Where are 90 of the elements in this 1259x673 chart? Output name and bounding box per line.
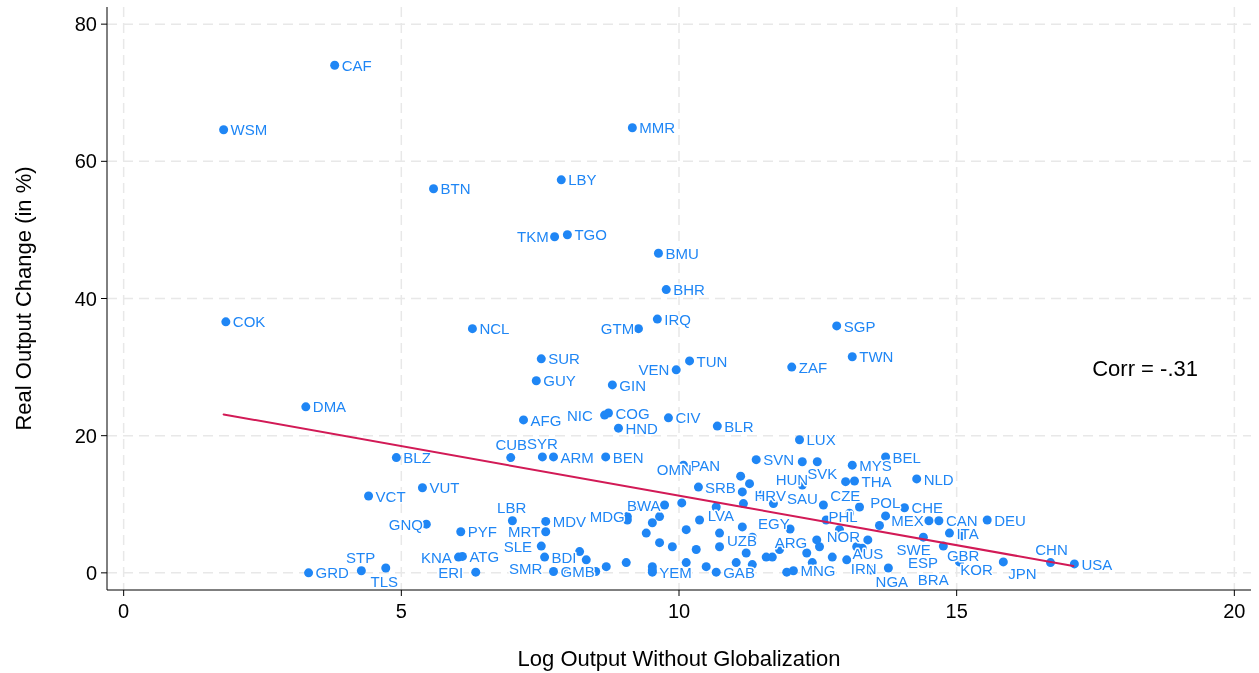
y-tick-label: 20 (74, 424, 97, 447)
data-label: THA (861, 472, 892, 490)
y-axis-title: Real Output Change (in %) (11, 166, 36, 431)
data-label: CUB (495, 435, 528, 453)
data-label: BTN (440, 180, 471, 198)
data-label: MNG (800, 562, 836, 580)
data-label: TGO (574, 226, 607, 244)
data-label: USA (1081, 555, 1113, 573)
data-label: STP (346, 548, 376, 566)
data-label: VUT (429, 479, 460, 497)
data-label: HND (625, 419, 659, 437)
data-label: TWN (859, 348, 894, 366)
data-label: LUX (806, 431, 836, 449)
data-label: OMN (656, 461, 692, 479)
data-label: BHR (673, 281, 706, 299)
x-tick-label: 15 (945, 600, 968, 622)
data-label: SUR (548, 350, 581, 368)
data-label: TKM (517, 228, 549, 246)
data-label: PAN (690, 456, 721, 474)
data-label: SVN (763, 451, 795, 469)
data-label: ERI (438, 563, 464, 581)
data-label: CHN (1035, 540, 1068, 558)
data-label: MMR (639, 119, 676, 137)
data-label: YEM (659, 563, 692, 581)
data-label: COK (232, 313, 266, 331)
data-label: NCL (479, 320, 510, 338)
data-label: BRA (917, 571, 949, 589)
data-label: ARM (560, 448, 594, 466)
data-label: ZAF (798, 358, 828, 376)
data-label: VCT (375, 487, 406, 505)
x-tick-label: 20 (1223, 600, 1246, 622)
data-label: SVK (807, 464, 838, 482)
data-label: BEL (892, 448, 921, 466)
data-label: CAN (945, 512, 978, 530)
data-label: BEN (612, 448, 644, 466)
x-tick-label: 5 (395, 600, 407, 622)
data-label: GRD (315, 564, 350, 582)
data-label: WSM (230, 121, 268, 139)
data-label: MDV (552, 513, 587, 531)
data-label: LVA (707, 506, 734, 524)
data-label: NGA (875, 573, 909, 591)
data-label: LBR (497, 498, 527, 516)
data-label: DMA (312, 398, 347, 416)
y-tick-label: 40 (74, 287, 97, 310)
data-label: ATG (469, 548, 500, 566)
data-label: SAU (786, 490, 818, 508)
data-label: NLD (923, 470, 954, 488)
data-label: GAB (723, 563, 755, 581)
x-axis-title: Log Output Without Globalization (517, 646, 841, 671)
data-label: AFG (530, 411, 562, 429)
data-label: AUS (852, 545, 884, 563)
data-label: SRB (705, 479, 736, 497)
data-label: HUN (775, 470, 809, 488)
data-label: BMU (665, 244, 699, 262)
data-label: VEN (638, 361, 670, 379)
x-tick-label: 10 (667, 600, 691, 622)
data-label: GUY (543, 372, 576, 390)
data-label: PYF (467, 523, 497, 541)
data-label: TUN (696, 352, 728, 370)
data-label: NIC (566, 406, 593, 424)
data-label: DEU (994, 511, 1026, 529)
y-tick-label: 0 (85, 561, 97, 584)
data-label: BLR (724, 417, 754, 435)
data-label: BDI (551, 549, 577, 567)
data-label: SGP (843, 317, 876, 335)
data-label: KNA (420, 548, 452, 566)
data-label: CIV (675, 409, 701, 427)
data-label: BLZ (403, 449, 431, 467)
y-tick-label: 60 (74, 150, 97, 173)
annotation: Corr = -.31 (1092, 355, 1198, 381)
data-label: JPN (1008, 565, 1037, 583)
data-label: POL (870, 493, 901, 511)
x-tick-label: 0 (118, 600, 130, 622)
data-label: GTM (600, 320, 635, 338)
data-label: MDG (589, 508, 625, 526)
data-label: COG (615, 404, 650, 422)
data-label: SYR (527, 434, 559, 452)
data-label: GIN (619, 376, 647, 394)
data-label: GNQ (388, 515, 423, 533)
data-label: CAF (341, 56, 372, 74)
data-label: NOR (826, 528, 861, 546)
data-label: TLS (370, 573, 398, 591)
data-label: LBY (568, 171, 597, 189)
data-label: ARG (774, 534, 808, 552)
data-label: EGY (758, 514, 790, 532)
y-tick-label: 80 (74, 13, 97, 36)
data-label: MYS (859, 456, 892, 474)
data-label: IRQ (664, 310, 692, 328)
data-label: CZE (830, 486, 861, 504)
data-label: SMR (509, 560, 543, 578)
